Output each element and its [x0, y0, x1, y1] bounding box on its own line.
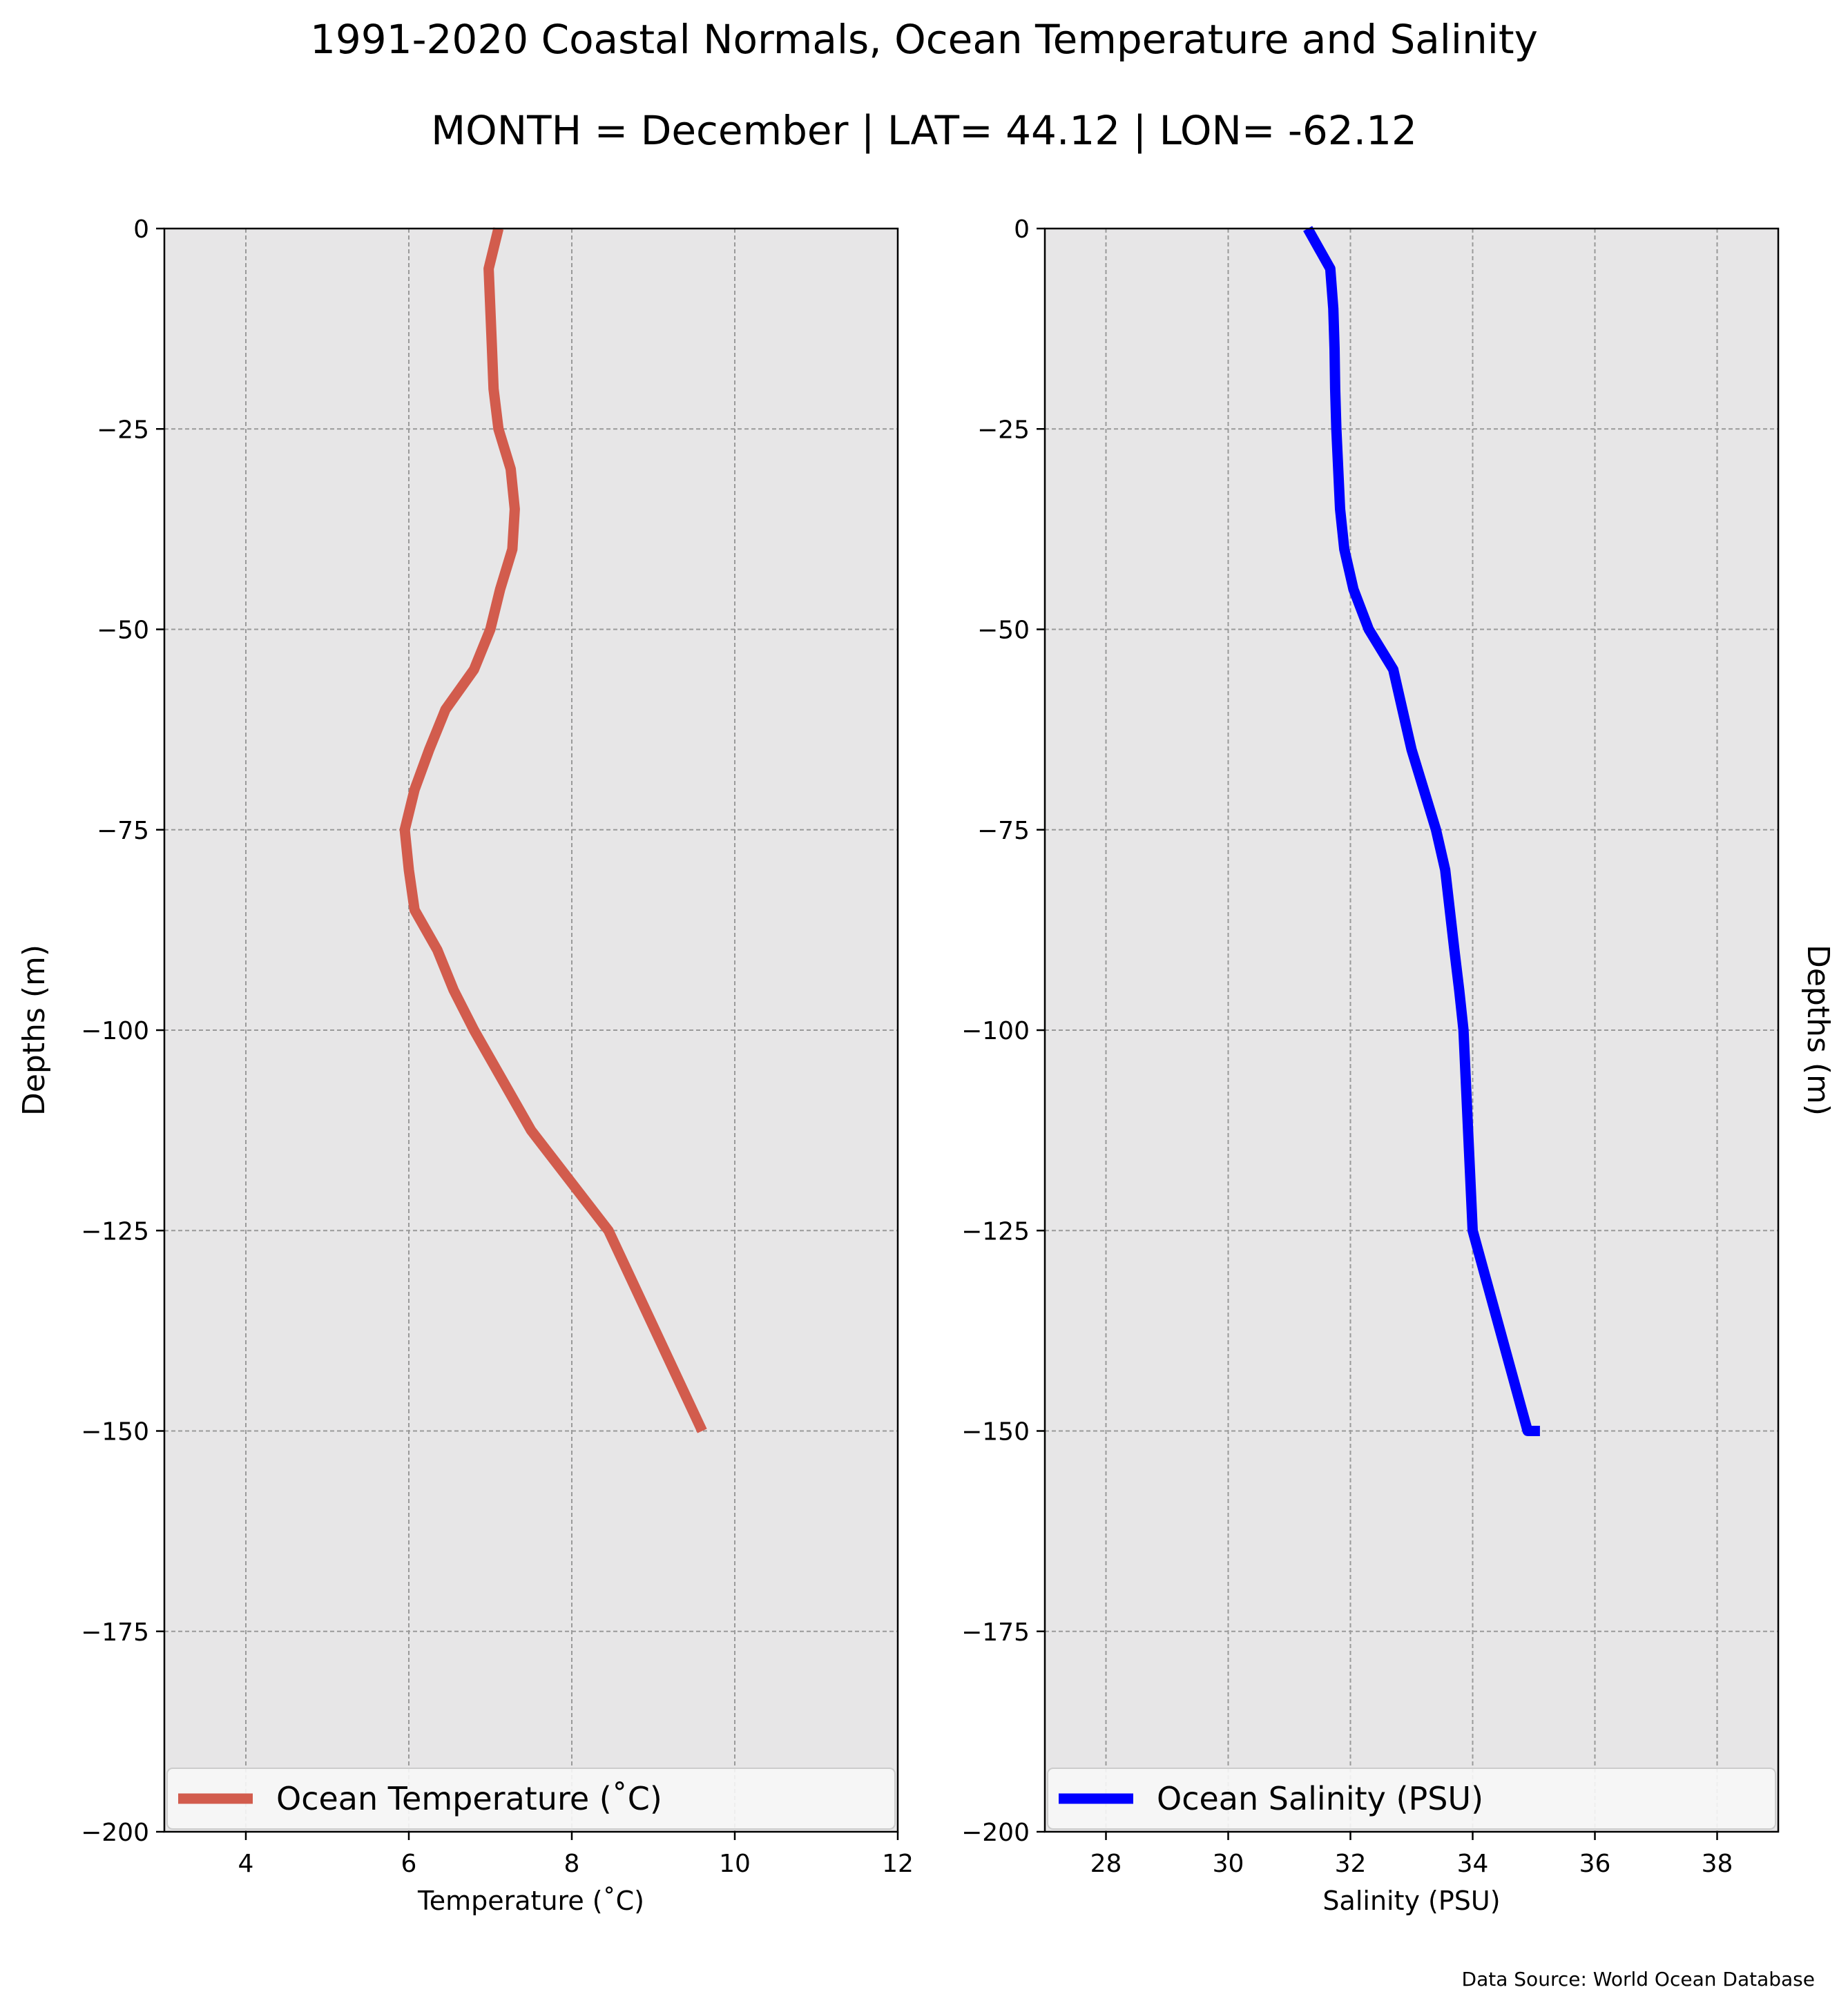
x-tick-label: 30 [1213, 1850, 1244, 1878]
y-tick-label: −200 [961, 1819, 1030, 1847]
y-tick-label: −50 [977, 617, 1030, 645]
x-tick-label: 38 [1702, 1850, 1733, 1878]
y-axis-label: Depths (m) [17, 945, 52, 1116]
legend-box [166, 1768, 896, 1830]
y-tick-label: −175 [961, 1618, 1030, 1647]
legend-label: Ocean Temperature (˚C) [276, 1780, 662, 1817]
x-tick-label: 28 [1090, 1850, 1122, 1878]
x-tick-label: 12 [882, 1850, 914, 1878]
x-tick-label: 34 [1457, 1850, 1489, 1878]
x-tick-label: 4 [238, 1850, 254, 1878]
y-tick-label: −75 [97, 817, 149, 845]
x-tick-label: 10 [719, 1850, 751, 1878]
y-tick-label: −200 [81, 1819, 149, 1847]
x-tick-label: 6 [401, 1850, 417, 1878]
x-tick-label: 32 [1335, 1850, 1367, 1878]
y-tick-label: −50 [97, 617, 149, 645]
y-tick-label: −150 [81, 1418, 149, 1446]
salinity-panel: 28 30 32 34 36 38 0 −25 −50 −75 −100 −125 −150 −175 −2… [961, 215, 1836, 1916]
x-axis-label: Temperature (˚C) [417, 1886, 644, 1916]
data-source-note: Data Source: World Ocean Database [1461, 1968, 1815, 1991]
y-tick-label: −175 [81, 1618, 149, 1647]
y-tick-label: −125 [81, 1217, 149, 1246]
temperature-panel: 4 6 8 10 12 0 −25 −50 −75 −100 −125 −150 −175 −200 Tem… [17, 215, 914, 1916]
y-tick-label: −150 [961, 1418, 1030, 1446]
x-tick-label: 36 [1579, 1850, 1611, 1878]
y-tick-label: −25 [977, 416, 1030, 444]
y-tick-label: −125 [961, 1217, 1030, 1246]
y-tick-label: −100 [961, 1017, 1030, 1045]
x-tick-label: 8 [564, 1850, 580, 1878]
y-tick-label: 0 [133, 215, 149, 244]
chart-title: 1991-2020 Coastal Normals, Ocean Tempera… [310, 16, 1538, 63]
x-axis-label: Salinity (PSU) [1322, 1886, 1500, 1916]
y-tick-label: −25 [97, 416, 149, 444]
series-line [1303, 226, 1540, 1436]
chart-subtitle: MONTH = December | LAT= 44.12 | LON= -62… [431, 107, 1417, 154]
y-tick-label: −100 [81, 1017, 149, 1045]
series-line [399, 227, 707, 1433]
y-tick-label: −75 [977, 817, 1030, 845]
legend-box [1047, 1768, 1776, 1830]
y-tick-label: 0 [1014, 215, 1030, 244]
y-axis-label: Depths (m) [1800, 945, 1836, 1116]
legend-label: Ocean Salinity (PSU) [1157, 1780, 1483, 1817]
